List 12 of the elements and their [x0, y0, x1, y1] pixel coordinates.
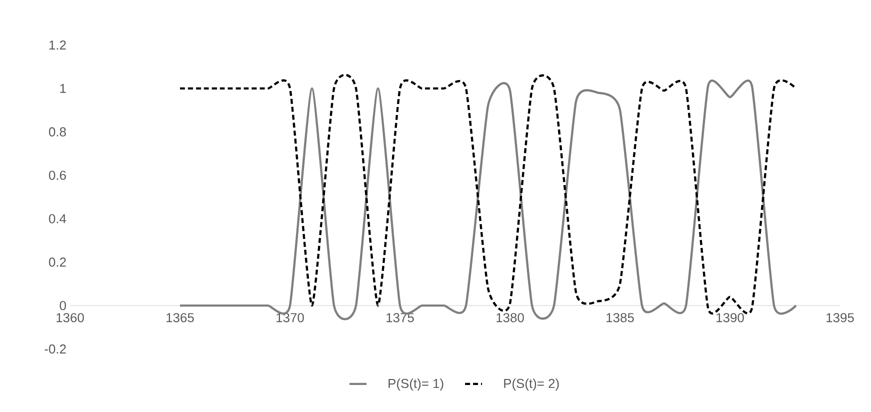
y-tick-label: 0	[60, 300, 66, 310]
y-tick-label: 1.2	[49, 40, 66, 50]
y-tick-label: 0.8	[48, 127, 66, 136]
legend-label: P(S(t)= 1)	[388, 378, 444, 391]
y-tick-label: -0.2	[44, 344, 66, 354]
x-tick-label: 1395	[826, 313, 854, 322]
x-tick-label: 1360	[56, 313, 84, 322]
y-tick-label: 0.2	[48, 258, 66, 267]
y-tick-label: 0.6	[48, 170, 66, 180]
legend-label: P(S(t)= 2)	[504, 378, 559, 391]
y-tick-label: 1	[60, 84, 66, 93]
y-tick-label: 0.4	[48, 214, 66, 224]
